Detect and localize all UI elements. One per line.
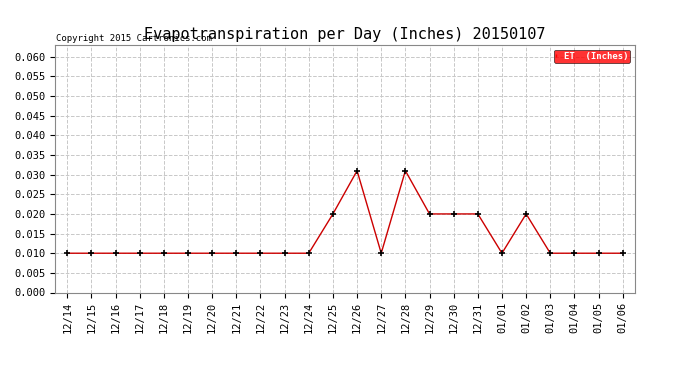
Text: Copyright 2015 Cartronics.com: Copyright 2015 Cartronics.com <box>57 33 213 42</box>
Legend: ET  (Inches): ET (Inches) <box>554 50 630 63</box>
Title: Evapotranspiration per Day (Inches) 20150107: Evapotranspiration per Day (Inches) 2015… <box>144 27 546 42</box>
